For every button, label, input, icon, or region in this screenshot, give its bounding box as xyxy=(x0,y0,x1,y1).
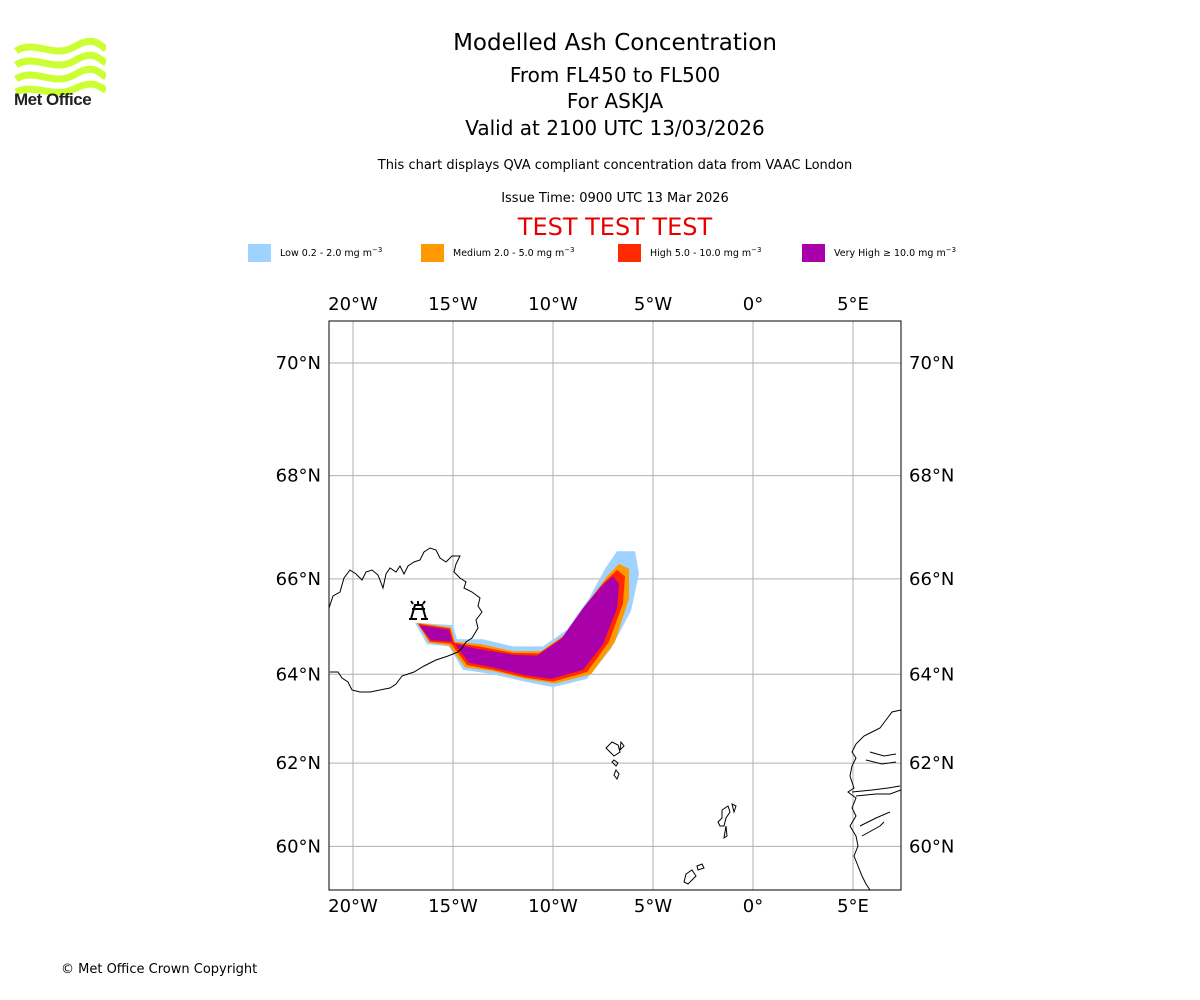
volcano-name: For ASKJA xyxy=(566,89,664,113)
met-office-logo-icon xyxy=(14,37,106,96)
lon-tick-label-bottom: 5°W xyxy=(634,896,672,917)
lat-tick-label-right: 70°N xyxy=(909,353,954,374)
lat-tick-label-right: 60°N xyxy=(909,836,954,857)
norway-fjord-2 xyxy=(851,785,901,797)
lat-tick-label-left: 66°N xyxy=(276,569,321,590)
legend-item-medium: Medium 2.0 - 5.0 mg m−3 xyxy=(421,244,575,262)
lat-tick-label-left: 60°N xyxy=(276,836,321,857)
legend-swatch-high xyxy=(618,244,641,262)
chart-description: This chart displays QVA compliant concen… xyxy=(377,158,853,173)
ash-level-very-high xyxy=(419,576,619,679)
lon-tick-label-bottom: 20°W xyxy=(328,896,378,917)
lat-tick-label-left: 68°N xyxy=(276,466,321,487)
lat-tick-label-right: 66°N xyxy=(909,569,954,590)
lon-tick-label-top: 15°W xyxy=(428,294,478,315)
lon-tick-label-top: 10°W xyxy=(528,294,578,315)
valid-time: Valid at 2100 UTC 13/03/2026 xyxy=(465,116,765,140)
lat-tick-label-left: 70°N xyxy=(276,353,321,374)
met-office-logo-text: Met Office xyxy=(14,90,92,109)
coastlines xyxy=(329,547,901,890)
lat-tick-label-right: 64°N xyxy=(909,664,954,685)
iceland-coastline xyxy=(329,547,483,693)
legend-item-very-high: Very High ≥ 10.0 mg m−3 xyxy=(802,244,956,262)
orkney-coastline xyxy=(683,863,705,885)
ash-plume xyxy=(415,551,639,688)
shetland-coastline xyxy=(717,803,737,840)
legend-swatch-very-high xyxy=(802,244,825,262)
copyright: © Met Office Crown Copyright xyxy=(61,962,258,977)
lon-tick-label-bottom: 15°W xyxy=(428,896,478,917)
lat-tick-label-right: 62°N xyxy=(909,753,954,774)
axis-labels: 20°W 20°W 15°W 15°W 10°W 10°W 5°W 5°W 0° 0° 5°E 5°E… xyxy=(276,294,955,917)
lon-tick-label-top: 5°W xyxy=(634,294,672,315)
norway-coastline xyxy=(847,709,901,890)
map-frame xyxy=(328,320,902,891)
lon-tick-label-top: 20°W xyxy=(328,294,378,315)
norway-fjord-3 xyxy=(859,811,891,837)
lat-tick-label-left: 64°N xyxy=(276,664,321,685)
test-banner: TEST TEST TEST xyxy=(517,213,713,241)
volcano-icon xyxy=(409,600,428,620)
issue-time: Issue Time: 0900 UTC 13 Mar 2026 xyxy=(501,191,729,206)
lon-tick-label-top: 0° xyxy=(743,294,763,315)
lat-tick-label-right: 68°N xyxy=(909,466,954,487)
lat-tick-label-left: 62°N xyxy=(276,753,321,774)
chart-title: Modelled Ash Concentration xyxy=(453,30,777,56)
legend-label-high: High 5.0 - 10.0 mg m xyxy=(650,248,752,260)
lon-tick-label-top: 5°E xyxy=(837,294,869,315)
legend-label-low: Low 0.2 - 2.0 mg m xyxy=(280,248,372,260)
legend-item-high: High 5.0 - 10.0 mg m−3 xyxy=(618,244,762,262)
faroe-islands-coastline xyxy=(605,740,625,781)
legend-label-very-high: Very High ≥ 10.0 mg m xyxy=(834,248,946,260)
lon-tick-label-bottom: 5°E xyxy=(837,896,869,917)
legend-swatch-medium xyxy=(421,244,444,262)
norway-fjord-1 xyxy=(865,751,897,765)
legend-item-low: Low 0.2 - 2.0 mg m−3 xyxy=(248,244,382,262)
legend-label-medium: Medium 2.0 - 5.0 mg m xyxy=(453,248,565,260)
flight-level-range: From FL450 to FL500 xyxy=(509,63,721,87)
lon-tick-label-bottom: 0° xyxy=(743,896,763,917)
lon-tick-label-bottom: 10°W xyxy=(528,896,578,917)
legend-swatch-low xyxy=(248,244,271,262)
